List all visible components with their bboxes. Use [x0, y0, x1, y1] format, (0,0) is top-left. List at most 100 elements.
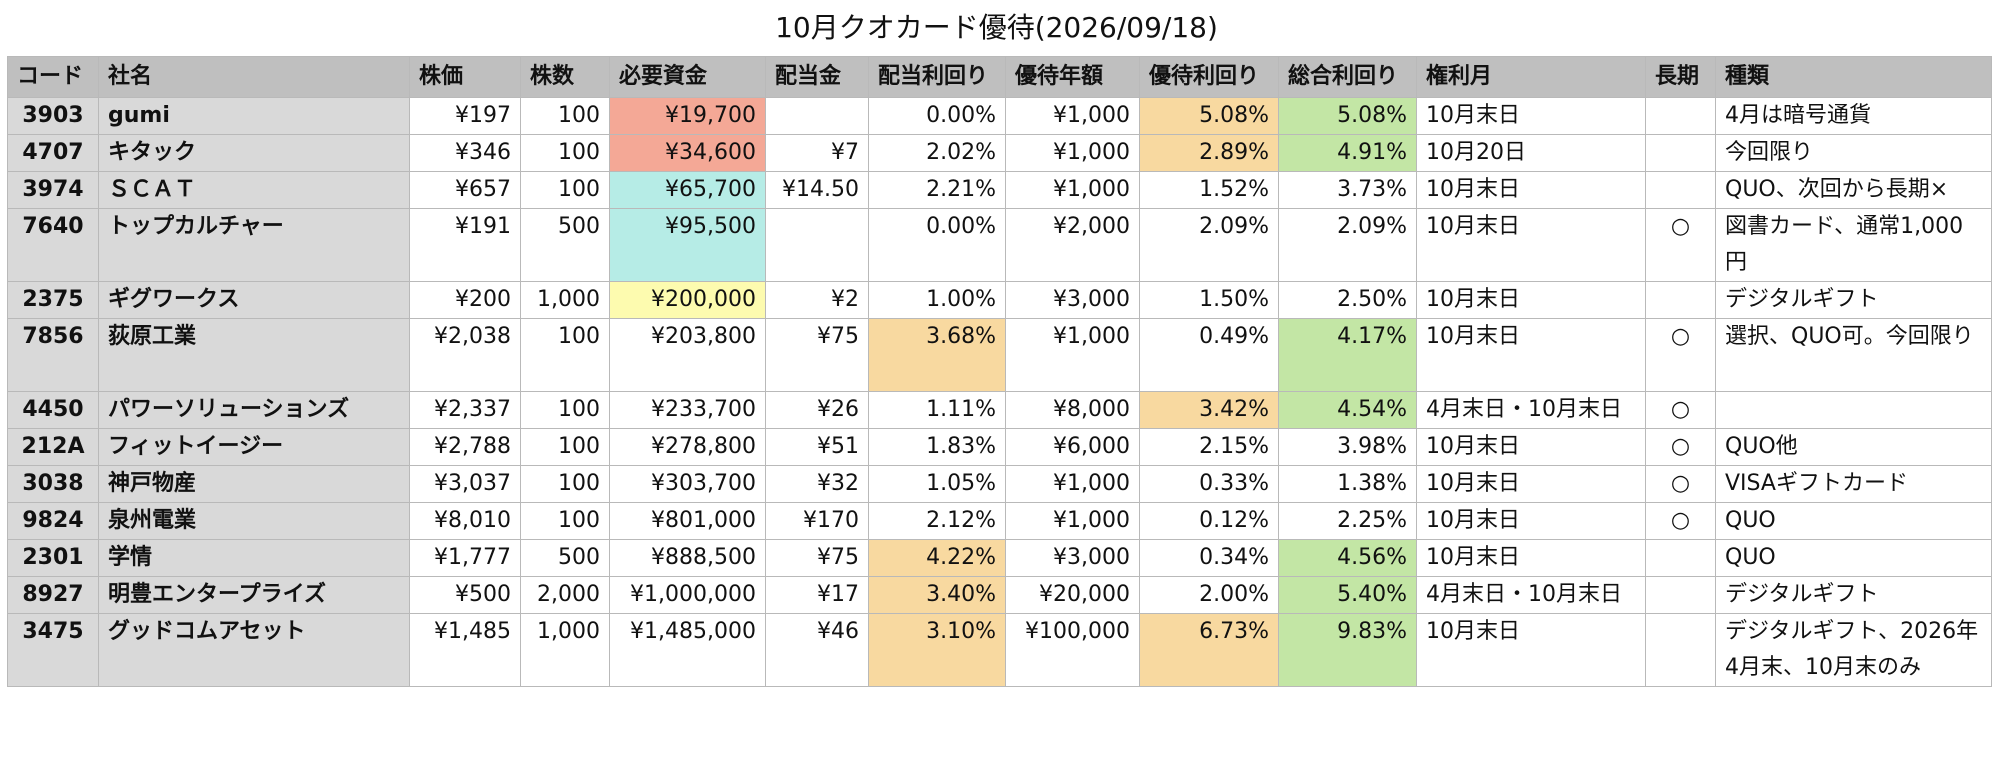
cell-type[interactable]: QUO: [1715, 502, 1992, 540]
cell-share-count[interactable]: 100: [520, 171, 610, 209]
cell-stock-price[interactable]: ¥1,777: [409, 539, 521, 577]
cell-total-yield[interactable]: 3.73%: [1278, 171, 1417, 209]
cell-stock-price[interactable]: ¥346: [409, 134, 521, 172]
cell-company-name[interactable]: ギグワークス: [98, 281, 410, 319]
cell-company-name[interactable]: 明豊エンタープライズ: [98, 576, 410, 614]
cell-long-term[interactable]: ○: [1645, 391, 1716, 429]
cell-dividend[interactable]: ¥46: [765, 613, 869, 687]
cell-code[interactable]: 3038: [7, 465, 99, 503]
cell-long-term[interactable]: [1645, 539, 1716, 577]
cell-share-count[interactable]: 100: [520, 97, 610, 135]
cell-required-funds[interactable]: ¥888,500: [609, 539, 766, 577]
cell-required-funds[interactable]: ¥1,000,000: [609, 576, 766, 614]
cell-total-yield[interactable]: 2.09%: [1278, 208, 1417, 282]
cell-stock-price[interactable]: ¥197: [409, 97, 521, 135]
cell-benefit-annual[interactable]: ¥1,000: [1005, 171, 1140, 209]
cell-benefit-yield[interactable]: 0.34%: [1139, 539, 1279, 577]
cell-benefit-yield[interactable]: 2.89%: [1139, 134, 1279, 172]
cell-stock-price[interactable]: ¥1,485: [409, 613, 521, 687]
cell-type[interactable]: デジタルギフト: [1715, 576, 1992, 614]
cell-benefit-annual[interactable]: ¥1,000: [1005, 318, 1140, 392]
header-dividend-yield[interactable]: 配当利回り: [868, 56, 1006, 98]
cell-benefit-yield[interactable]: 5.08%: [1139, 97, 1279, 135]
cell-benefit-yield[interactable]: 1.52%: [1139, 171, 1279, 209]
cell-benefit-annual[interactable]: ¥1,000: [1005, 502, 1140, 540]
cell-type[interactable]: 図書カード、通常1,000円: [1715, 208, 1992, 282]
header-long-term[interactable]: 長期: [1645, 56, 1716, 98]
cell-stock-price[interactable]: ¥500: [409, 576, 521, 614]
cell-share-count[interactable]: 100: [520, 134, 610, 172]
cell-code[interactable]: 4707: [7, 134, 99, 172]
cell-long-term[interactable]: [1645, 97, 1716, 135]
cell-benefit-annual[interactable]: ¥20,000: [1005, 576, 1140, 614]
cell-record-month[interactable]: 10月末日: [1416, 502, 1646, 540]
cell-dividend[interactable]: ¥7: [765, 134, 869, 172]
cell-long-term[interactable]: [1645, 134, 1716, 172]
cell-share-count[interactable]: 100: [520, 502, 610, 540]
cell-total-yield[interactable]: 2.25%: [1278, 502, 1417, 540]
cell-record-month[interactable]: 10月末日: [1416, 465, 1646, 503]
header-required-funds[interactable]: 必要資金: [609, 56, 766, 98]
cell-code[interactable]: 3974: [7, 171, 99, 209]
cell-benefit-yield[interactable]: 2.00%: [1139, 576, 1279, 614]
cell-stock-price[interactable]: ¥200: [409, 281, 521, 319]
cell-code[interactable]: 7856: [7, 318, 99, 392]
cell-record-month[interactable]: 10月20日: [1416, 134, 1646, 172]
header-code[interactable]: コード: [7, 56, 99, 98]
cell-dividend-yield[interactable]: 3.68%: [868, 318, 1006, 392]
cell-record-month[interactable]: 10月末日: [1416, 281, 1646, 319]
cell-type[interactable]: QUO他: [1715, 428, 1992, 466]
cell-code[interactable]: 3903: [7, 97, 99, 135]
cell-required-funds[interactable]: ¥303,700: [609, 465, 766, 503]
cell-share-count[interactable]: 2,000: [520, 576, 610, 614]
cell-long-term[interactable]: ○: [1645, 502, 1716, 540]
cell-dividend-yield[interactable]: 3.40%: [868, 576, 1006, 614]
cell-share-count[interactable]: 500: [520, 539, 610, 577]
cell-dividend[interactable]: ¥75: [765, 539, 869, 577]
cell-record-month[interactable]: 10月末日: [1416, 171, 1646, 209]
cell-total-yield[interactable]: 3.98%: [1278, 428, 1417, 466]
cell-dividend-yield[interactable]: 0.00%: [868, 208, 1006, 282]
cell-total-yield[interactable]: 9.83%: [1278, 613, 1417, 687]
cell-benefit-annual[interactable]: ¥3,000: [1005, 539, 1140, 577]
header-benefit-annual[interactable]: 優待年額: [1005, 56, 1140, 98]
cell-benefit-yield[interactable]: 0.12%: [1139, 502, 1279, 540]
cell-dividend[interactable]: ¥14.50: [765, 171, 869, 209]
cell-benefit-annual[interactable]: ¥1,000: [1005, 465, 1140, 503]
cell-long-term[interactable]: [1645, 281, 1716, 319]
cell-required-funds[interactable]: ¥203,800: [609, 318, 766, 392]
cell-company-name[interactable]: キタック: [98, 134, 410, 172]
cell-total-yield[interactable]: 4.54%: [1278, 391, 1417, 429]
cell-record-month[interactable]: 4月末日・10月末日: [1416, 576, 1646, 614]
cell-dividend-yield[interactable]: 1.05%: [868, 465, 1006, 503]
cell-type[interactable]: [1715, 391, 1992, 429]
cell-required-funds[interactable]: ¥1,485,000: [609, 613, 766, 687]
cell-dividend[interactable]: ¥51: [765, 428, 869, 466]
cell-record-month[interactable]: 10月末日: [1416, 428, 1646, 466]
cell-code[interactable]: 2375: [7, 281, 99, 319]
cell-stock-price[interactable]: ¥657: [409, 171, 521, 209]
cell-benefit-yield[interactable]: 0.49%: [1139, 318, 1279, 392]
cell-record-month[interactable]: 10月末日: [1416, 208, 1646, 282]
header-record-month[interactable]: 権利月: [1416, 56, 1646, 98]
cell-company-name[interactable]: フィットイージー: [98, 428, 410, 466]
cell-long-term[interactable]: ○: [1645, 465, 1716, 503]
cell-type[interactable]: 今回限り: [1715, 134, 1992, 172]
cell-benefit-annual[interactable]: ¥1,000: [1005, 97, 1140, 135]
cell-company-name[interactable]: パワーソリューションズ: [98, 391, 410, 429]
cell-company-name[interactable]: グッドコムアセット: [98, 613, 410, 687]
header-total-yield[interactable]: 総合利回り: [1278, 56, 1417, 98]
cell-benefit-annual[interactable]: ¥3,000: [1005, 281, 1140, 319]
cell-share-count[interactable]: 100: [520, 465, 610, 503]
cell-share-count[interactable]: 100: [520, 391, 610, 429]
cell-share-count[interactable]: 500: [520, 208, 610, 282]
cell-company-name[interactable]: 神戸物産: [98, 465, 410, 503]
cell-type[interactable]: QUO、次回から長期×: [1715, 171, 1992, 209]
cell-company-name[interactable]: 学情: [98, 539, 410, 577]
cell-benefit-annual[interactable]: ¥100,000: [1005, 613, 1140, 687]
cell-share-count[interactable]: 100: [520, 428, 610, 466]
cell-benefit-yield[interactable]: 3.42%: [1139, 391, 1279, 429]
cell-stock-price[interactable]: ¥8,010: [409, 502, 521, 540]
cell-benefit-annual[interactable]: ¥6,000: [1005, 428, 1140, 466]
cell-company-name[interactable]: gumi: [98, 97, 410, 135]
